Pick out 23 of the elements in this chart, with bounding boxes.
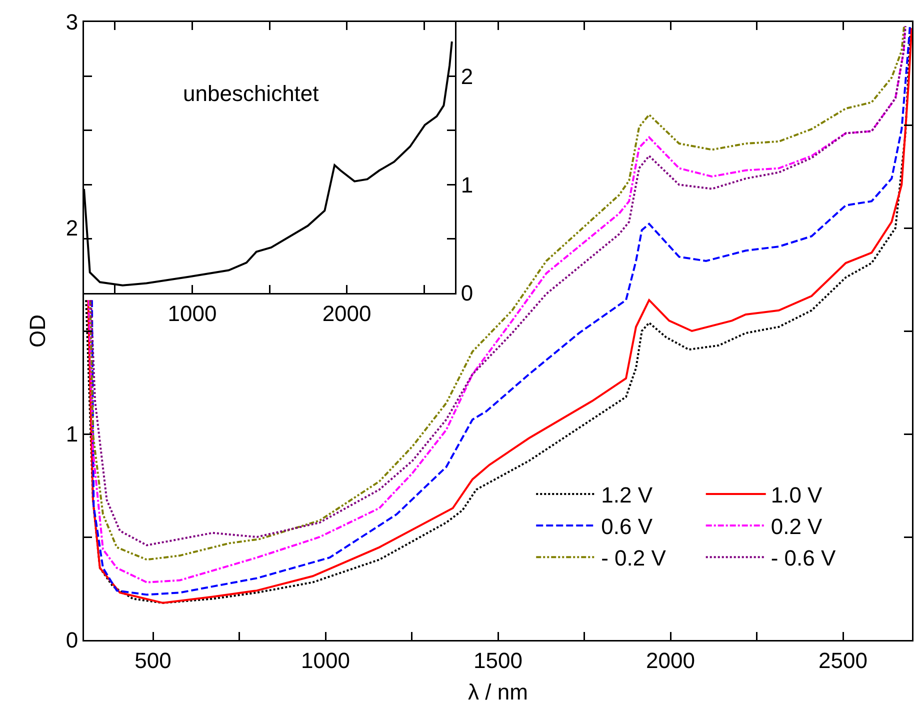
legend-label: 1.2 V xyxy=(601,482,653,508)
legend-label: 0.2 V xyxy=(770,514,823,540)
y-tick-label: 1 xyxy=(66,422,78,447)
legend-label: - 0.6 V xyxy=(770,546,836,571)
legend-label: 0.6 V xyxy=(601,514,653,540)
y-tick-label: 0 xyxy=(66,628,78,653)
y-axis-title: OD xyxy=(24,314,50,348)
x-tick-label: 2500 xyxy=(818,648,868,673)
x-tick-label: 2000 xyxy=(322,300,372,326)
y-tick-label: 2 xyxy=(460,64,474,89)
y-tick-label: 0 xyxy=(460,280,474,306)
y-tick-label: 1 xyxy=(460,172,474,198)
y-tick-label: 2 xyxy=(66,216,78,241)
legend-label: 1.0 V xyxy=(770,482,823,508)
x-tick-label: 2000 xyxy=(646,648,695,673)
x-tick-label: 500 xyxy=(134,648,172,673)
y-tick-label: 3 xyxy=(66,10,78,35)
x-tick-label: 1500 xyxy=(474,648,522,673)
x-tick-label: 1000 xyxy=(301,648,350,673)
legend-label: - 0.2 V xyxy=(601,546,666,571)
x-axis-title: λ / nm xyxy=(468,680,528,705)
annotation: unbeschichtet xyxy=(183,81,319,106)
x-tick-label: 1000 xyxy=(168,300,217,326)
